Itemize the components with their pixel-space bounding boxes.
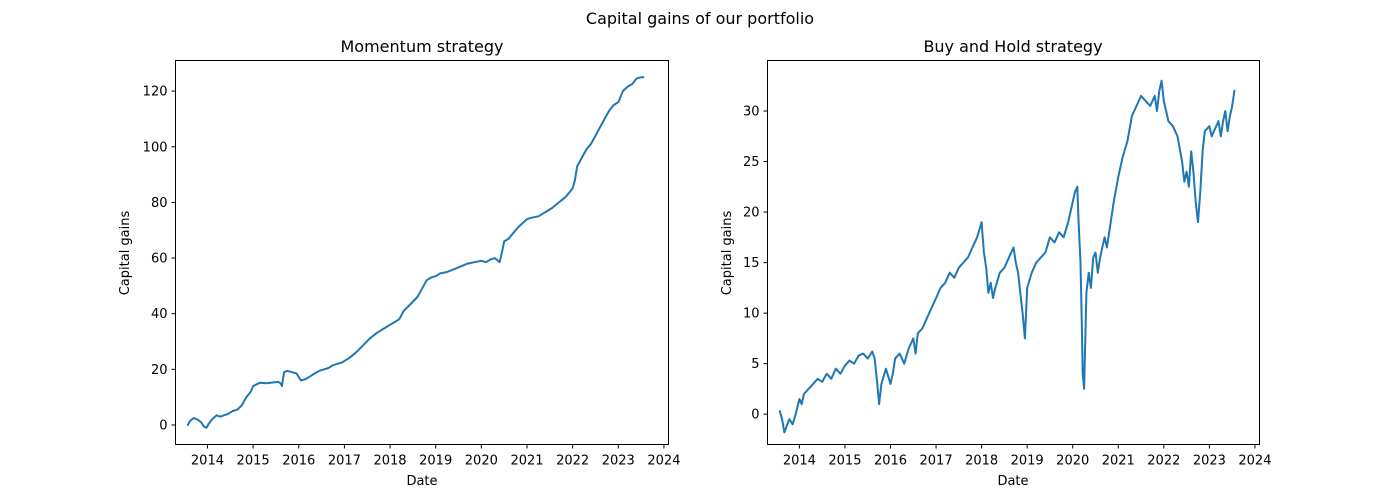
- momentum-chart: Momentum strategy Date Capital gains 201…: [118, 37, 680, 489]
- buy-and-hold-x-tick-label: 2015: [828, 454, 861, 469]
- momentum-y-tick-label: 60: [151, 252, 168, 267]
- buy-and-hold-series: [778, 79, 1236, 434]
- buy-and-hold-x-tick-label: 2016: [874, 454, 907, 469]
- momentum-y-tick-label: 100: [143, 140, 168, 155]
- buy-and-hold-x-tick-label: 2018: [965, 454, 998, 469]
- buy-and-hold-x-ticks: 2014 2015 2016 2017 2018 2019 2020 2021 2022 2023…: [783, 444, 1271, 469]
- buy-and-hold-x-tick-label: 2021: [1102, 454, 1135, 469]
- buy-and-hold-y-axis-label: Capital gains: [720, 210, 735, 295]
- momentum-y-axis-label: Capital gains: [118, 210, 133, 295]
- momentum-x-tick-label: 2019: [419, 454, 452, 469]
- buy-and-hold-series-line: [778, 79, 1236, 434]
- momentum-y-tick-label: 80: [151, 196, 168, 211]
- buy-and-hold-x-tick-label: 2017: [920, 454, 953, 469]
- buy-and-hold-x-tick-label: 2024: [1238, 454, 1271, 469]
- buy-and-hold-y-ticks: 0 5 10 15 20 25 30: [743, 105, 768, 423]
- momentum-x-tick-label: 2014: [191, 454, 224, 469]
- momentum-y-tick-label: 0: [159, 419, 167, 434]
- buy-and-hold-x-tick-label: 2020: [1056, 454, 1089, 469]
- momentum-x-tick-label: 2018: [373, 454, 406, 469]
- buy-and-hold-y-tick-label: 25: [743, 155, 760, 170]
- momentum-x-tick-label: 2022: [556, 454, 589, 469]
- momentum-series: [186, 76, 645, 429]
- buy-and-hold-y-tick-label: 20: [743, 206, 760, 221]
- buy-and-hold-y-tick-label: 15: [743, 256, 760, 271]
- momentum-x-tick-label: 2016: [282, 454, 315, 469]
- momentum-x-axis-label: Date: [406, 474, 437, 489]
- buy-and-hold-x-axis-label: Date: [997, 474, 1028, 489]
- figure-suptitle: Capital gains of our portfolio: [586, 9, 814, 28]
- momentum-x-tick-label: 2015: [237, 454, 270, 469]
- momentum-y-tick-label: 40: [151, 307, 168, 322]
- momentum-y-tick-label: 120: [143, 85, 168, 100]
- momentum-y-ticks: 0 20 40 60 80 100 120: [143, 85, 176, 434]
- buy-and-hold-chart: Buy and Hold strategy Date Capital gains…: [720, 37, 1271, 489]
- momentum-x-tick-label: 2020: [465, 454, 498, 469]
- buy-and-hold-x-tick-label: 2022: [1147, 454, 1180, 469]
- buy-and-hold-y-tick-label: 10: [743, 307, 760, 322]
- momentum-chart-title: Momentum strategy: [341, 37, 504, 56]
- buy-and-hold-x-tick-label: 2019: [1011, 454, 1044, 469]
- buy-and-hold-plot-frame: [767, 60, 1260, 445]
- momentum-plot-frame: [175, 60, 669, 445]
- buy-and-hold-y-tick-label: 30: [743, 105, 760, 120]
- buy-and-hold-y-tick-label: 5: [751, 357, 759, 372]
- momentum-y-tick-label: 20: [151, 363, 168, 378]
- buy-and-hold-chart-title: Buy and Hold strategy: [923, 37, 1102, 56]
- buy-and-hold-x-tick-label: 2014: [783, 454, 816, 469]
- momentum-x-tick-label: 2017: [328, 454, 361, 469]
- buy-and-hold-y-tick-label: 0: [751, 408, 759, 423]
- momentum-x-ticks: 2014 2015 2016 2017 2018 2019 2020 2021 2022 2023…: [191, 444, 680, 469]
- buy-and-hold-x-tick-label: 2023: [1193, 454, 1226, 469]
- momentum-x-tick-label: 2021: [510, 454, 543, 469]
- momentum-x-tick-label: 2023: [602, 454, 635, 469]
- momentum-x-tick-label: 2024: [647, 454, 680, 469]
- momentum-series-line: [186, 76, 645, 429]
